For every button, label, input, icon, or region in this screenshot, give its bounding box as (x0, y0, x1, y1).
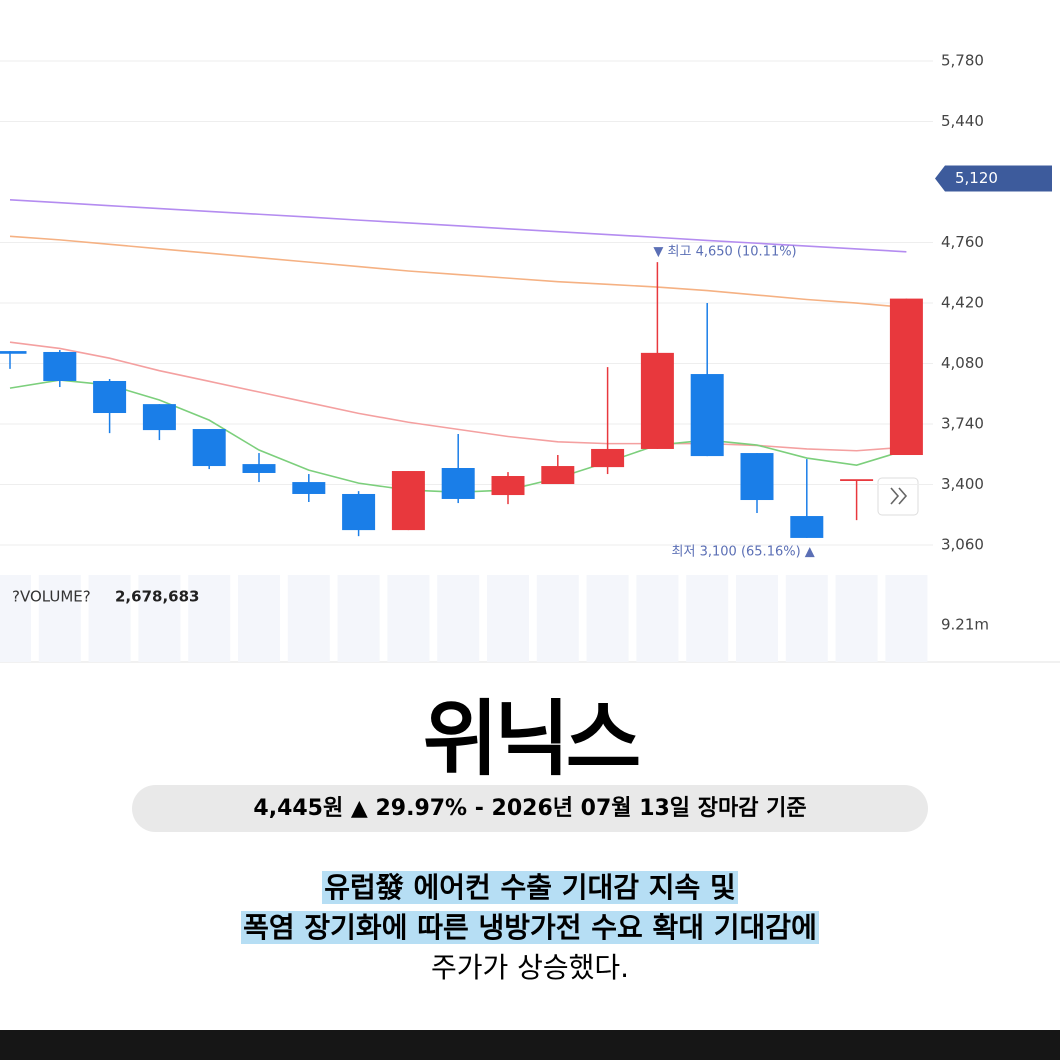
candle-body (790, 516, 824, 538)
volume-column (138, 575, 181, 662)
moving-average-line (9, 235, 907, 309)
volume-column (536, 575, 579, 662)
candle-body (491, 476, 525, 496)
body-line: 폭염 장기화에 따른 냉방가전 수요 확대 기대감에 (241, 911, 819, 944)
moving-average-line (9, 199, 907, 253)
volume-column (238, 575, 280, 662)
volume-column (835, 575, 878, 662)
high-annotation: ▼ 최고 4,650 (10.11%) (653, 245, 796, 260)
candle-body (0, 351, 27, 354)
volume-column (287, 575, 330, 662)
volume-column (0, 575, 31, 662)
chart: ?VOLUME? 2,678,683 9.21m 3,060 3,400 3,740… (0, 52, 1060, 663)
y-tick-label: 4,760 (941, 233, 984, 251)
volume-column (586, 575, 629, 662)
y-tick-label: 4,420 (941, 294, 984, 312)
candle-body (889, 298, 923, 456)
price-tag (935, 165, 1052, 192)
y-tick-label: 3,740 (941, 415, 984, 433)
volume-column (487, 575, 529, 662)
volume-column (437, 575, 480, 662)
candle-body (740, 453, 774, 501)
candle-body (541, 466, 575, 485)
candle-body (93, 380, 127, 414)
subtitle: 4,445원 ▲ 29.97% - 2026년 07월 13일 장마감 기준 (132, 785, 928, 832)
candle-body (292, 482, 326, 494)
candle-body (342, 493, 376, 531)
price-tag-label: 5,120 (955, 169, 998, 187)
low-annotation: 최저 3,100 (65.16%) ▲ (672, 544, 815, 559)
next-button-icon[interactable] (890, 487, 908, 505)
volume-column (636, 575, 679, 662)
candle-body (192, 429, 226, 467)
volume-column (88, 575, 131, 662)
volume-panel (0, 575, 928, 662)
volume-tick: 9.21m (941, 616, 989, 634)
volume-value: 2,678,683 (115, 588, 199, 606)
y-tick-label: 4,080 (941, 354, 984, 372)
candle-body (43, 351, 77, 381)
body-line: 유럽發 에어컨 수출 기대감 지속 및 (322, 871, 738, 904)
candle-body (640, 352, 674, 449)
y-tick-label: 5,440 (941, 112, 984, 130)
body: 유럽發 에어컨 수출 기대감 지속 및 폭염 장기화에 따른 냉방가전 수요 확… (0, 868, 1060, 988)
candle-body (840, 479, 874, 481)
y-tick-label: 3,400 (941, 475, 984, 493)
y-tick-label: 3,060 (941, 536, 984, 554)
volume-label: ?VOLUME? (12, 588, 91, 606)
y-tick-label: 5,780 (941, 52, 984, 70)
volume-column (337, 575, 380, 662)
volume-column (785, 575, 828, 662)
headline: 위닉스 (422, 692, 641, 787)
volume-column (387, 575, 430, 662)
volume-column (38, 575, 81, 662)
body-line: 주가가 상승했다. (430, 951, 630, 984)
candle-body (441, 468, 475, 499)
footer-bar (0, 1030, 1060, 1060)
volume-column (736, 575, 778, 662)
candle-body (591, 448, 625, 468)
candle-body (391, 471, 425, 531)
candle-body (142, 404, 176, 431)
candle-body (242, 464, 276, 473)
next-button[interactable] (877, 477, 919, 516)
volume-column (885, 575, 928, 662)
candle-body (690, 374, 724, 457)
volume-column (686, 575, 729, 662)
volume-column (188, 575, 231, 662)
